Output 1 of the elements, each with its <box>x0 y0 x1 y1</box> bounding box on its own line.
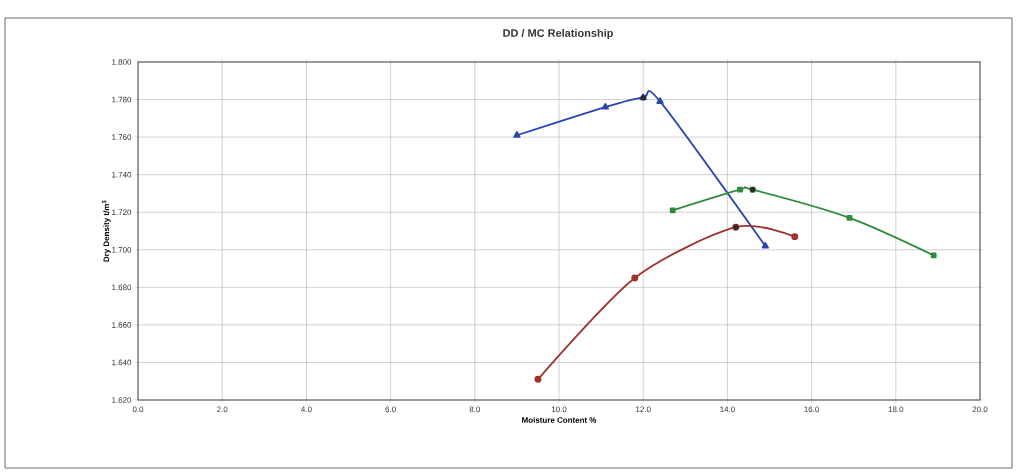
chart-title: DD / MC Relationship <box>503 28 613 40</box>
